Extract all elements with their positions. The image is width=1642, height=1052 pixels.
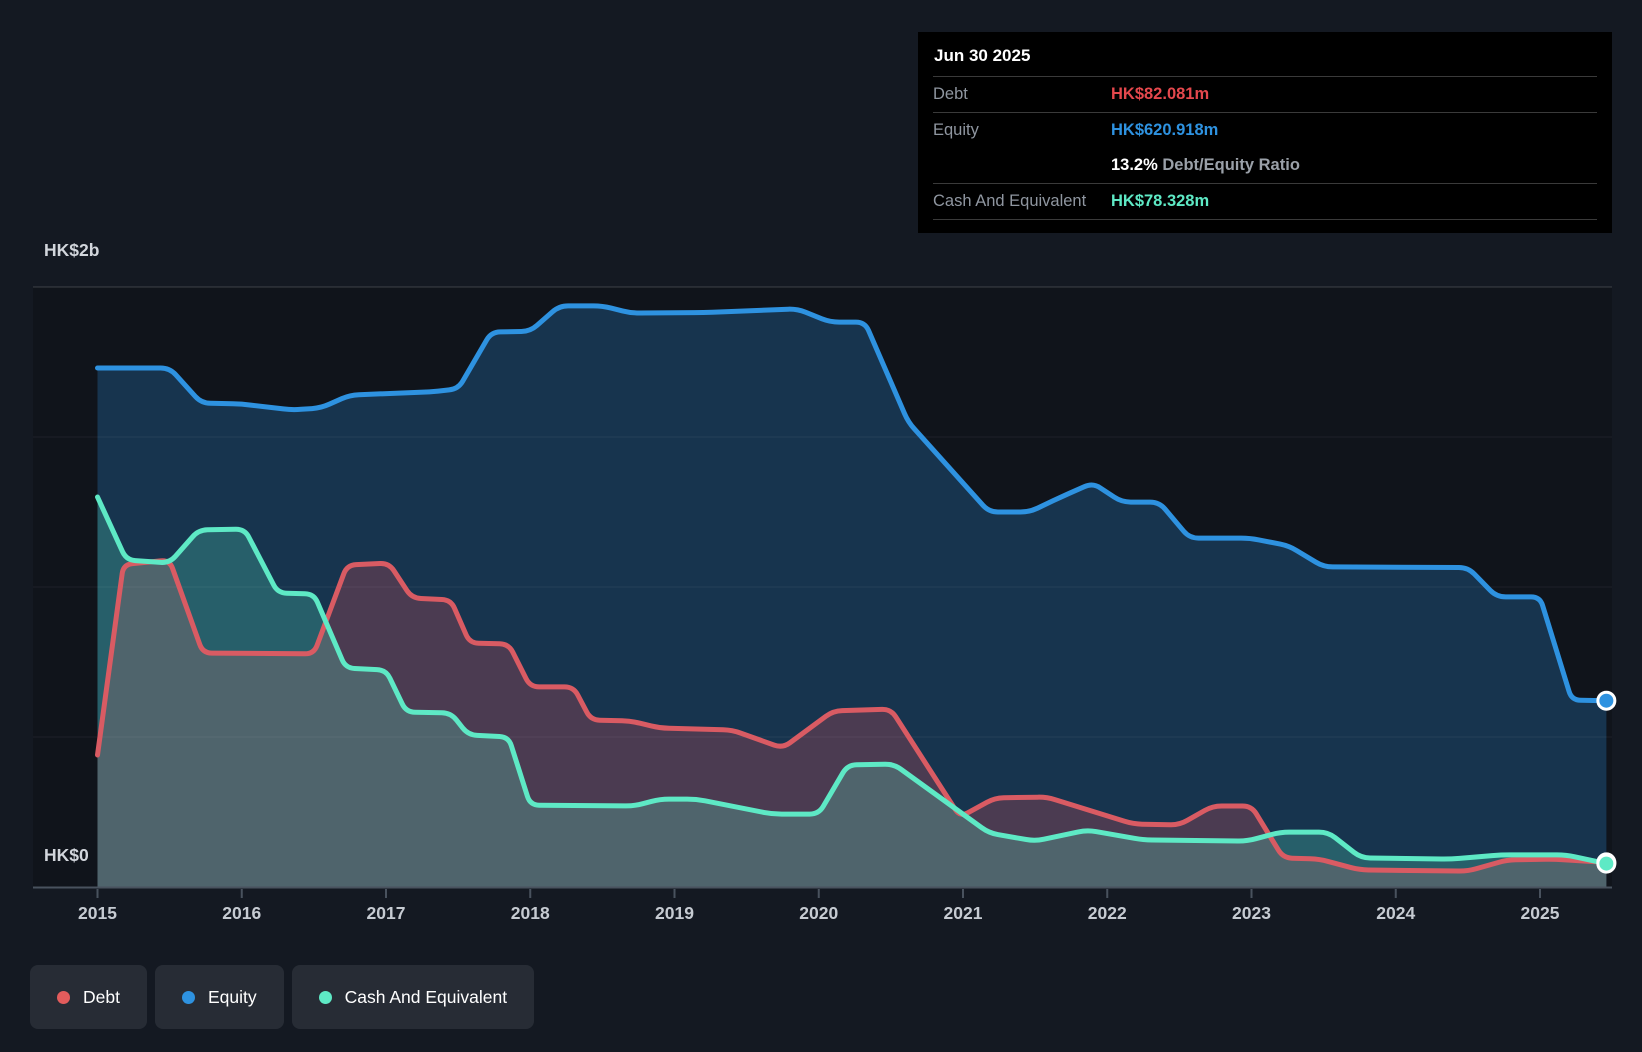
legend-debt-label: Debt [83,986,120,1007]
cash-line [95,494,1609,867]
legend-item-cash[interactable]: Cash And Equivalent [291,965,535,1029]
tooltip-ratio-value: 13.2% [1111,156,1158,174]
x-axis-year-label: 2017 [367,903,406,923]
cash-area [97,497,1607,887]
tooltip-debt-label: Debt [933,85,968,103]
tooltip-cash-value: HK$78.328m [1111,192,1210,210]
tooltip-ratio-row: 13.2% Debt/Equity Ratio [933,148,1597,183]
debt-area [97,560,1607,887]
tooltip-equity-label: Equity [933,121,979,139]
tooltip-cash-row: Cash And Equivalent HK$78.328m [933,183,1597,220]
tooltip-ratio-label: Debt/Equity Ratio [1162,156,1300,174]
equity-end-marker [1596,690,1617,711]
debt-series-dot-icon [57,990,70,1004]
tooltip-debt-value: HK$82.081m [1111,85,1210,103]
x-axis-year-label: 2023 [1232,903,1271,923]
x-axis-year-label: 2020 [799,903,838,923]
tooltip-equity-value: HK$620.918m [1111,121,1219,139]
equity-series-dot-icon [181,990,195,1004]
tooltip-cash-label: Cash And Equivalent [933,192,1087,210]
legend-equity-label: Equity [207,986,257,1007]
tooltip-equity-row: Equity HK$620.918m [933,112,1597,148]
y-axis-zero-label: HK$0 [44,845,89,865]
legend-item-debt[interactable]: Debt [30,965,147,1029]
chart-legend: Debt Equity Cash And Equivalent [30,965,535,1029]
x-axis-year-label: 2024 [1376,903,1415,923]
tooltip-date: Jun 30 2025 [934,46,1031,65]
tooltip-debt-row: Debt HK$82.081m [933,76,1597,112]
cash-end-marker [1596,853,1617,874]
legend-item-equity[interactable]: Equity [154,965,284,1029]
debt-line [95,558,1609,874]
equity-area [97,305,1607,887]
plot-backdrop [33,287,1612,887]
x-axis-year-label: 2015 [78,903,117,923]
x-axis-year-label: 2016 [222,903,261,923]
x-axis-year-label: 2021 [944,903,983,923]
legend-cash-label: Cash And Equivalent [344,986,508,1007]
chart-tooltip: Jun 30 2025 Debt HK$82.081m Equity HK$62… [918,32,1612,233]
equity-line [95,303,1609,704]
y-axis-max-label: HK$2b [44,240,100,260]
x-axis-year-label: 2019 [655,903,694,923]
x-axis-year-label: 2018 [511,903,550,923]
x-axis-year-label: 2025 [1521,903,1560,923]
x-axis-year-label: 2022 [1088,903,1127,923]
cash-series-dot-icon [318,990,332,1004]
